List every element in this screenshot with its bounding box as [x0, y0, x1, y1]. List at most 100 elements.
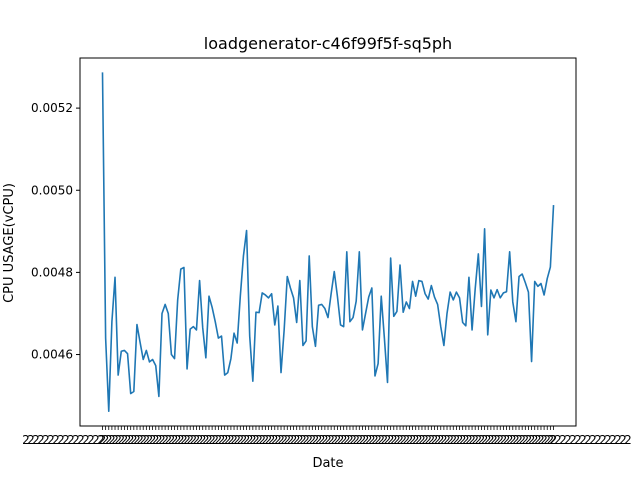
x-tick-label: 2 [277, 433, 285, 447]
x-tick-label: 2 [387, 433, 395, 447]
x-tick-label: 2 [487, 433, 495, 447]
x-tick-label: 2 [456, 433, 464, 447]
x-tick-label: 2 [108, 433, 116, 447]
x-tick-label: 2 [114, 433, 122, 447]
x-tick-label: 2 [146, 433, 154, 447]
x-tick-label: 2 [218, 433, 226, 447]
x-tick-label: 2 [99, 433, 107, 447]
x-tick-label: 2 [249, 433, 257, 447]
x-tick-label: 2 [299, 433, 307, 447]
x-tick-label: 2 [302, 433, 310, 447]
x-tick-label-overflow: 2 [92, 433, 100, 447]
x-tick-label-overflow: 2 [594, 433, 602, 447]
x-tick-label: 2 [268, 433, 276, 447]
x-tick-label: 2 [377, 433, 385, 447]
x-tick-label: 2 [271, 433, 279, 447]
x-tick-label: 2 [262, 433, 270, 447]
x-tick-label: 2 [443, 433, 451, 447]
x-tick-label: 2 [537, 433, 545, 447]
x-tick-label: 2 [265, 433, 273, 447]
x-tick-label-overflow: 2 [609, 433, 617, 447]
x-tick-label: 2 [365, 433, 373, 447]
x-tick-label: 2 [437, 433, 445, 447]
x-tick-label: 2 [199, 433, 207, 447]
x-tick-label: 2 [193, 433, 201, 447]
x-tick-label-overflow: 2 [619, 433, 627, 447]
x-tick-label: 2 [475, 433, 483, 447]
x-tick-label: 2 [418, 433, 426, 447]
x-tick-label: 2 [399, 433, 407, 447]
y-tick-label: 0.0052 [31, 101, 73, 115]
x-tick-label: 2 [340, 433, 348, 447]
x-tick-label-overflow: 2 [559, 433, 567, 447]
x-tick-label: 2 [111, 433, 119, 447]
x-tick-label: 2 [318, 433, 326, 447]
x-tick-label: 2 [534, 433, 542, 447]
x-tick-label: 2 [171, 433, 179, 447]
x-tick-label: 2 [506, 433, 514, 447]
x-tick-label: 2 [393, 433, 401, 447]
x-tick-label: 2 [255, 433, 263, 447]
x-tick-label: 2 [465, 433, 473, 447]
x-tick-label-overflow: 2 [584, 433, 592, 447]
x-tick-label: 2 [396, 433, 404, 447]
x-tick-label: 2 [406, 433, 414, 447]
x-tick-label: 2 [334, 433, 342, 447]
x-tick-label-overflow: 2 [614, 433, 622, 447]
x-axis-ticks: 2222222222222222222222222222222222222222… [22, 426, 632, 447]
x-tick-label: 2 [515, 433, 523, 447]
x-tick-label: 2 [136, 433, 144, 447]
x-tick-label: 2 [230, 433, 238, 447]
x-tick-label: 2 [359, 433, 367, 447]
x-tick-label: 2 [468, 433, 476, 447]
x-tick-label: 2 [362, 433, 370, 447]
x-tick-label: 2 [274, 433, 282, 447]
x-tick-label: 2 [531, 433, 539, 447]
x-tick-label-overflow: 2 [569, 433, 577, 447]
x-tick-label-overflow: 2 [554, 433, 562, 447]
y-tick-label: 0.0050 [31, 183, 73, 197]
x-tick-label-overflow: 2 [22, 433, 30, 447]
x-tick-label-overflow: 2 [27, 433, 35, 447]
x-tick-label-overflow: 2 [97, 433, 105, 447]
x-tick-label-overflow: 2 [47, 433, 55, 447]
x-tick-label-overflow: 2 [564, 433, 572, 447]
x-tick-label: 2 [240, 433, 248, 447]
x-tick-label: 2 [180, 433, 188, 447]
x-tick-label: 2 [381, 433, 389, 447]
x-tick-label: 2 [312, 433, 320, 447]
y-axis-ticks: 0.0046 0.0048 0.0050 0.0052 [31, 101, 80, 362]
x-tick-label: 2 [258, 433, 266, 447]
axes-frame [79, 57, 577, 427]
x-tick-label: 2 [152, 433, 160, 447]
x-tick-label: 2 [368, 433, 376, 447]
x-tick-label: 2 [102, 433, 110, 447]
x-tick-label: 2 [215, 433, 223, 447]
x-tick-label: 2 [143, 433, 151, 447]
x-tick-label: 2 [324, 433, 332, 447]
x-tick-label: 2 [296, 433, 304, 447]
y-tick-label: 0.0046 [31, 348, 73, 362]
x-tick-label: 2 [139, 433, 147, 447]
x-tick-label: 2 [512, 433, 520, 447]
x-tick-label: 2 [155, 433, 163, 447]
x-tick-label-overflow: 2 [549, 433, 557, 447]
x-tick-label: 2 [415, 433, 423, 447]
x-tick-label: 2 [493, 433, 501, 447]
x-tick-label: 2 [528, 433, 536, 447]
x-tick-label: 2 [459, 433, 467, 447]
x-tick-label-overflow: 2 [589, 433, 597, 447]
series-line [101, 72, 555, 413]
x-tick-label-overflow: 2 [57, 433, 65, 447]
x-tick-label: 2 [509, 433, 517, 447]
x-tick-label: 2 [412, 433, 420, 447]
x-tick-label: 2 [402, 433, 410, 447]
x-tick-label: 2 [168, 433, 176, 447]
x-tick-label: 2 [462, 433, 470, 447]
x-tick-label: 2 [246, 433, 254, 447]
x-tick-label: 2 [243, 433, 251, 447]
x-tick-label: 2 [127, 433, 135, 447]
x-tick-label: 2 [280, 433, 288, 447]
y-tick-label: 0.0048 [31, 265, 73, 279]
